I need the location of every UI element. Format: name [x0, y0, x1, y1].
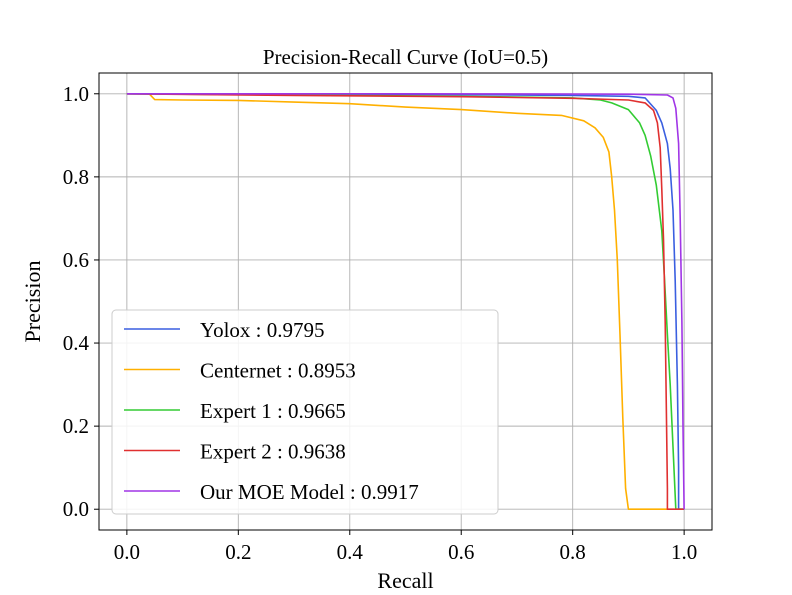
y-tick-label: 0.0	[63, 497, 89, 521]
x-tick-label: 0.8	[560, 540, 586, 564]
x-tick-label: 0.6	[448, 540, 474, 564]
series-line-1	[126, 93, 685, 510]
x-tick-label: 0.4	[337, 540, 364, 564]
legend-label: Expert 1 : 0.9665	[200, 399, 346, 423]
x-axis-label: Recall	[377, 568, 433, 593]
series-lines	[126, 93, 685, 510]
y-tick-label: 0.4	[63, 331, 90, 355]
x-tick-label: 0.0	[114, 540, 140, 564]
x-tick-label: 1.0	[671, 540, 697, 564]
axis-ticks: 0.0 0.2 0.4 0.6 0.8 1.0 0.0 0.2 0.4 0.6 0.8 1.0	[63, 82, 698, 564]
legend-label: Yolox : 0.9795	[200, 318, 324, 342]
legend-box	[111, 309, 499, 515]
legend-label: Our MOE Model : 0.9917	[200, 480, 419, 504]
y-tick-label: 1.0	[63, 82, 89, 106]
series-line-4	[126, 93, 685, 510]
legend-label: Expert 2 : 0.9638	[200, 440, 346, 464]
series-line-2	[126, 93, 668, 510]
y-tick-label: 0.6	[63, 248, 89, 272]
series-line-5	[126, 93, 685, 510]
legend: Yolox : 0.9795 Centernet : 0.8953 Expert 1…	[111, 309, 499, 515]
y-tick-label: 0.8	[63, 165, 89, 189]
x-tick-label: 0.2	[225, 540, 251, 564]
chart-title: Precision-Recall Curve (IoU=0.5)	[263, 45, 548, 69]
legend-label: Centernet : 0.8953	[200, 359, 356, 383]
plot-frame	[98, 72, 713, 531]
y-axis-label: Precision	[20, 261, 45, 343]
y-tick-label: 0.2	[63, 414, 89, 438]
